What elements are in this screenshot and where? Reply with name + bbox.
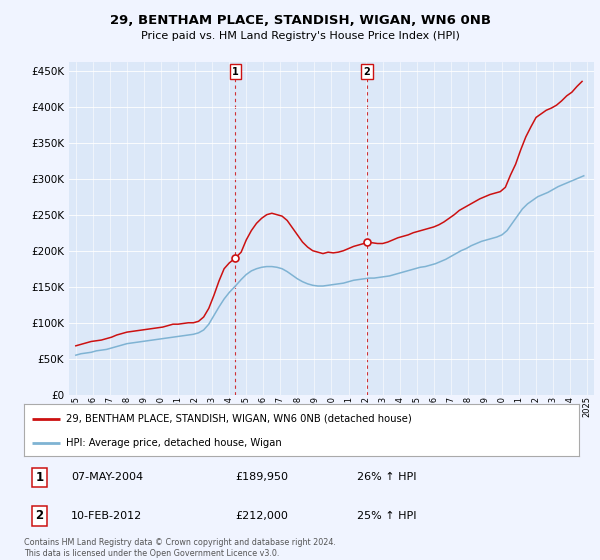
Text: £189,950: £189,950	[235, 472, 288, 482]
Text: 2: 2	[364, 67, 370, 77]
Text: £212,000: £212,000	[235, 511, 288, 521]
Text: 26% ↑ HPI: 26% ↑ HPI	[357, 472, 416, 482]
Text: Contains HM Land Registry data © Crown copyright and database right 2024.
This d: Contains HM Land Registry data © Crown c…	[24, 538, 336, 558]
Text: 1: 1	[35, 471, 44, 484]
Text: 29, BENTHAM PLACE, STANDISH, WIGAN, WN6 0NB (detached house): 29, BENTHAM PLACE, STANDISH, WIGAN, WN6 …	[65, 414, 412, 424]
Text: 10-FEB-2012: 10-FEB-2012	[71, 511, 142, 521]
Text: HPI: Average price, detached house, Wigan: HPI: Average price, detached house, Wiga…	[65, 438, 281, 448]
Text: 1: 1	[232, 67, 239, 77]
Text: 2: 2	[35, 510, 44, 522]
Text: 29, BENTHAM PLACE, STANDISH, WIGAN, WN6 0NB: 29, BENTHAM PLACE, STANDISH, WIGAN, WN6 …	[110, 14, 491, 27]
Text: Price paid vs. HM Land Registry's House Price Index (HPI): Price paid vs. HM Land Registry's House …	[140, 31, 460, 41]
Text: 25% ↑ HPI: 25% ↑ HPI	[357, 511, 416, 521]
Text: 07-MAY-2004: 07-MAY-2004	[71, 472, 143, 482]
